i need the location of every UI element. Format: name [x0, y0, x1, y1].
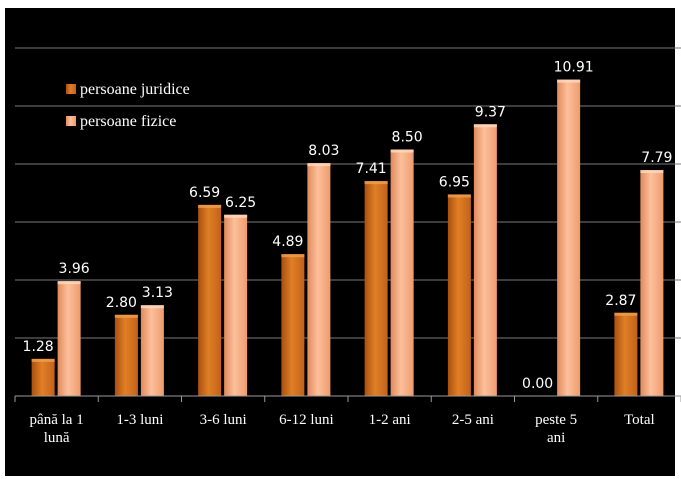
- bar-juridice: [198, 204, 222, 396]
- data-label: 1.28: [23, 339, 54, 355]
- bar-top-bevel: [224, 214, 248, 218]
- bar-top-bevel: [390, 149, 414, 153]
- legend-label: persoane fizice: [80, 113, 176, 130]
- bar-fizice: [390, 149, 414, 396]
- data-label: 10.91: [554, 60, 594, 76]
- bar-juridice: [31, 358, 55, 396]
- bar-fizice: [57, 281, 81, 396]
- bar-juridice: [114, 314, 138, 396]
- bar-fizice: [640, 170, 664, 396]
- bar-fizice: [140, 305, 164, 396]
- bar-fizice: [224, 214, 248, 396]
- bar-top-bevel: [557, 79, 581, 83]
- bar-top-bevel: [140, 305, 164, 309]
- bar-juridice: [364, 181, 388, 396]
- bar-top-bevel: [640, 170, 664, 174]
- x-tick-label: 1-2 ani: [369, 412, 411, 428]
- bar-top-bevel: [614, 312, 638, 316]
- data-label: 4.89: [272, 234, 303, 250]
- data-label: 3.96: [59, 261, 90, 277]
- data-label: 6.59: [189, 185, 220, 201]
- data-label: 2.80: [106, 295, 137, 311]
- bar-fizice: [307, 163, 331, 396]
- data-label: 2.87: [605, 293, 636, 309]
- bar-juridice: [281, 254, 305, 396]
- x-tick-label: lună: [44, 430, 70, 446]
- legend-swatch: [66, 84, 76, 94]
- data-label: 9.37: [475, 104, 506, 120]
- data-label: 0.00: [522, 376, 553, 392]
- x-tick-label: ani: [547, 430, 565, 446]
- bar-juridice: [614, 312, 638, 396]
- bar-top-bevel: [31, 358, 55, 362]
- legend-swatch: [66, 116, 76, 126]
- legend-label: persoane juridice: [80, 81, 190, 98]
- data-label: 8.03: [308, 143, 339, 159]
- bar-top-bevel: [198, 204, 222, 208]
- x-tick-label: până la 1: [30, 412, 84, 428]
- bar-top-bevel: [57, 281, 81, 285]
- data-label: 7.79: [641, 150, 672, 166]
- bar-top-bevel: [307, 163, 331, 167]
- x-tick-label: 6-12 luni: [279, 412, 334, 428]
- bar-top-bevel: [447, 194, 471, 198]
- data-label: 8.50: [392, 130, 423, 146]
- bar-top-bevel: [473, 124, 497, 128]
- bar-top-bevel: [281, 254, 305, 258]
- x-tick-label: peste 5: [535, 412, 577, 428]
- data-label: 3.13: [142, 285, 173, 301]
- bar-top-bevel: [364, 181, 388, 185]
- data-label: 6.95: [439, 174, 470, 190]
- bar-fizice: [557, 79, 581, 397]
- bar-top-bevel: [114, 314, 138, 318]
- x-tick-label: 3-6 luni: [200, 412, 247, 428]
- data-label: 6.25: [225, 195, 256, 211]
- x-tick-label: 1-3 luni: [116, 412, 163, 428]
- bar-fizice: [473, 124, 497, 397]
- x-tick-label: 2-5 ani: [452, 412, 494, 428]
- x-tick-label: Total: [624, 412, 655, 428]
- bar-juridice: [447, 194, 471, 396]
- data-label: 7.41: [356, 161, 387, 177]
